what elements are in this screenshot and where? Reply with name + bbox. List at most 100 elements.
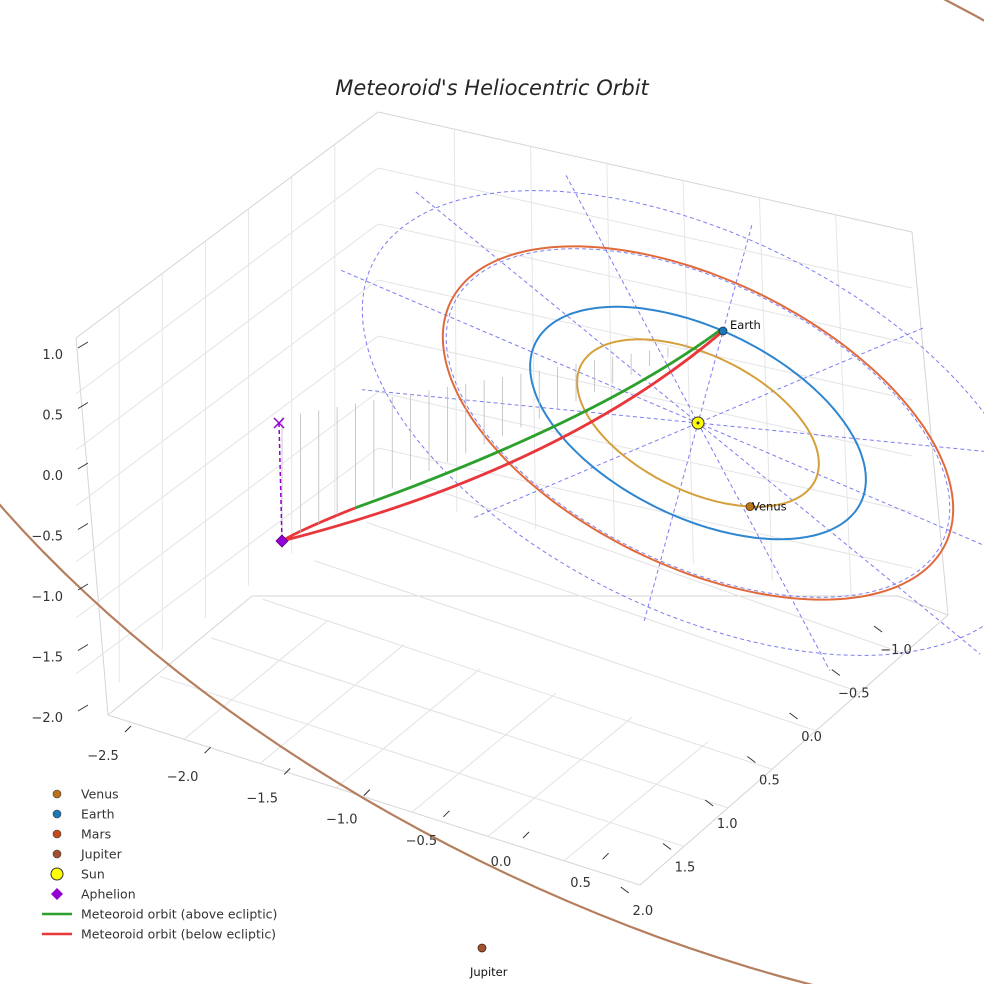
z-tick: [77, 462, 89, 470]
floor-grid-line: [211, 637, 729, 809]
floor-grid-line: [262, 598, 773, 770]
x-tick-label: −1.5: [246, 791, 278, 806]
grid-line: [835, 214, 852, 598]
z-tick-label: −1.5: [31, 651, 63, 666]
legend-dot: [52, 829, 62, 839]
grid-line: [75, 279, 379, 507]
legend-dot: [52, 809, 62, 819]
y-tick: [789, 712, 798, 720]
y-tick-label: 1.0: [717, 817, 738, 832]
markers: Venus Earth Jupiter: [275, 318, 787, 979]
x-tick: [283, 768, 291, 775]
legend-label: Mars: [81, 827, 111, 842]
floor-grid-line: [365, 521, 861, 693]
grid-line: [75, 447, 379, 675]
y-tick: [747, 756, 756, 763]
y-tick: [662, 843, 672, 850]
y-tick: [873, 625, 883, 633]
grid-line: [758, 197, 773, 581]
grid-line: [377, 335, 913, 457]
earth-label: Earth: [730, 318, 761, 332]
legend-diamond: [51, 888, 63, 900]
grid-line: [530, 146, 537, 530]
floor-grid-line: [335, 668, 481, 789]
meteoroid-orbit: [273, 326, 724, 543]
grid-line: [75, 223, 379, 451]
floor-grid-line: [487, 717, 633, 837]
legend-label: Meteoroid orbit (above ecliptic): [81, 907, 277, 922]
z-tick: [77, 644, 89, 651]
x-tick: [443, 810, 450, 818]
axis-ticks: 1.0 0.5 0.0 −0.5 −1.0 −1.5 −2.0 −2.5 −2.0 −1.5 −1.…: [31, 341, 912, 919]
x-tick-label: 0.5: [570, 876, 591, 891]
grid-line: [377, 391, 913, 513]
ecliptic-spoke: [340, 269, 984, 546]
venus-orbit: [576, 338, 820, 508]
venus-marker: [745, 502, 755, 512]
axes-box-edge: [107, 714, 641, 886]
floor-grid-line: [259, 644, 405, 764]
grid-line: [377, 447, 913, 569]
x-tick: [522, 831, 530, 839]
aphelion-projection-marker: [273, 417, 285, 429]
x-tick-label: −1.0: [326, 813, 358, 828]
earth-marker: [718, 326, 728, 336]
z-tick-label: 0.0: [42, 469, 63, 484]
meteoroid-orbit-above: [354, 326, 724, 510]
floor-grid-line: [563, 741, 709, 862]
jupiter-label: Jupiter: [469, 965, 508, 979]
chart-title: Meteoroid's Heliocentric Orbit: [335, 76, 649, 100]
ecliptic-spoke: [472, 327, 924, 519]
grid-line: [453, 129, 458, 513]
axes-box-edge: [107, 595, 253, 716]
x-tick-label: −0.5: [406, 834, 438, 849]
grid-line: [75, 335, 379, 563]
y-tick-label: −1.0: [880, 643, 912, 658]
x-tick: [204, 746, 211, 754]
jupiter-marker: [477, 943, 487, 953]
legend-label: Venus: [81, 787, 119, 802]
grid-line: [75, 167, 379, 395]
axes-box-edge: [377, 111, 913, 233]
z-tick-label: −0.5: [31, 530, 63, 545]
y-tick: [704, 799, 714, 807]
y-tick-label: 1.5: [675, 861, 696, 876]
y-tick-label: 0.0: [801, 730, 822, 745]
axes-box: [75, 111, 949, 886]
legend-sun: [50, 867, 64, 881]
z-tick-label: −2.0: [31, 711, 63, 726]
grid-line: [377, 167, 913, 289]
venus-label: Venus: [752, 500, 787, 514]
x-tick: [602, 852, 609, 860]
aphelion-marker: [275, 534, 289, 548]
y-tick: [831, 669, 841, 676]
legend-label: Meteoroid orbit (below ecliptic): [81, 927, 276, 942]
axes-box-edge: [75, 337, 109, 716]
legend: Venus Earth Mars Jupiter Sun Aphelion Meteoroi…: [42, 787, 277, 942]
z-tick: [77, 704, 89, 712]
z-tick: [77, 402, 89, 409]
z-tick-label: 1.0: [42, 348, 63, 363]
floor-grid-line: [417, 483, 905, 655]
x-tick: [124, 725, 132, 733]
legend-label: Jupiter: [80, 847, 123, 862]
y-tick: [620, 886, 630, 894]
z-tick: [77, 341, 89, 349]
grid-line: [682, 180, 694, 564]
ecliptic-spoke: [361, 389, 984, 452]
axes-box-edge: [911, 231, 949, 616]
axes-box-edge: [639, 614, 949, 886]
floor-grid-line: [314, 560, 817, 732]
axes-box-edge: [75, 111, 379, 339]
grid-line: [75, 391, 379, 619]
z-tick: [77, 523, 89, 530]
z-tick-label: −1.0: [31, 590, 63, 605]
legend-label: Sun: [81, 867, 105, 882]
x-tick-label: 0.0: [491, 855, 512, 870]
floor-grid-line: [159, 675, 685, 847]
y-tick-label: −0.5: [838, 687, 870, 702]
